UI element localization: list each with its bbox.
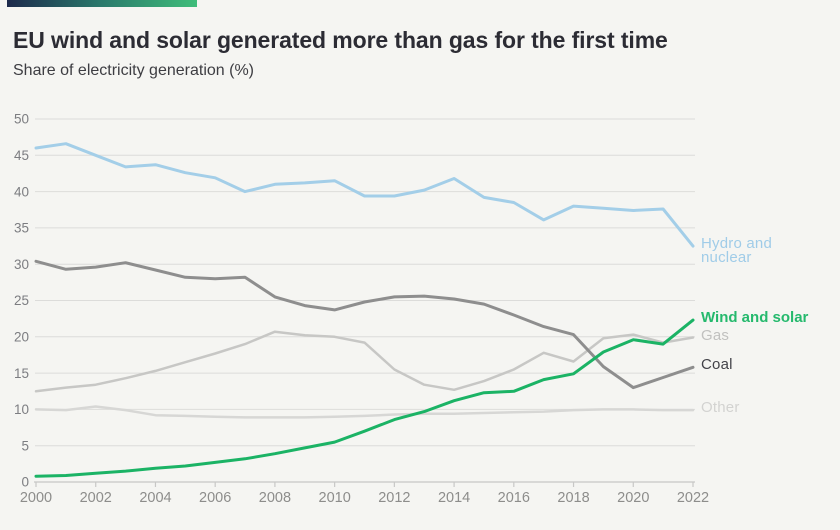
x-tick-label-2010: 2010: [319, 490, 351, 506]
y-tick-label-0: 0: [21, 475, 29, 490]
x-tick-label-2022: 2022: [677, 490, 709, 506]
x-tick-label-2004: 2004: [139, 490, 171, 506]
y-tick-label-20: 20: [14, 330, 29, 345]
x-tick-label-2020: 2020: [617, 490, 649, 506]
series-line-other: [34, 405, 695, 419]
y-tick-label-50: 50: [14, 112, 29, 127]
x-tick-label-2018: 2018: [557, 490, 589, 506]
brand-accent-bar: [7, 0, 197, 7]
series-line-coal: [34, 259, 695, 390]
x-tick-label-2012: 2012: [378, 490, 410, 506]
x-tick-label-2016: 2016: [498, 490, 530, 506]
y-tick-label-40: 40: [14, 184, 29, 199]
y-tick-label-15: 15: [14, 366, 29, 381]
series-line-hydro-nuclear: [34, 142, 695, 248]
series-line-gas: [34, 330, 695, 393]
y-tick-label-10: 10: [14, 402, 29, 417]
series-line-wind-solar: [34, 318, 695, 478]
x-tick-label-2000: 2000: [20, 490, 52, 506]
x-tick-label-2008: 2008: [259, 490, 291, 506]
y-tick-label-25: 25: [14, 293, 29, 308]
x-tick-label-2002: 2002: [80, 490, 112, 506]
chart-title: EU wind and solar generated more than ga…: [13, 27, 668, 53]
x-tick-label-2014: 2014: [438, 490, 470, 506]
y-tick-label-45: 45: [14, 148, 29, 163]
chart-subtitle: Share of electricity generation (%): [13, 62, 254, 79]
y-tick-label-30: 30: [14, 257, 29, 272]
y-tick-label-5: 5: [21, 438, 29, 453]
y-tick-label-35: 35: [14, 221, 29, 236]
x-tick-label-2006: 2006: [199, 490, 231, 506]
